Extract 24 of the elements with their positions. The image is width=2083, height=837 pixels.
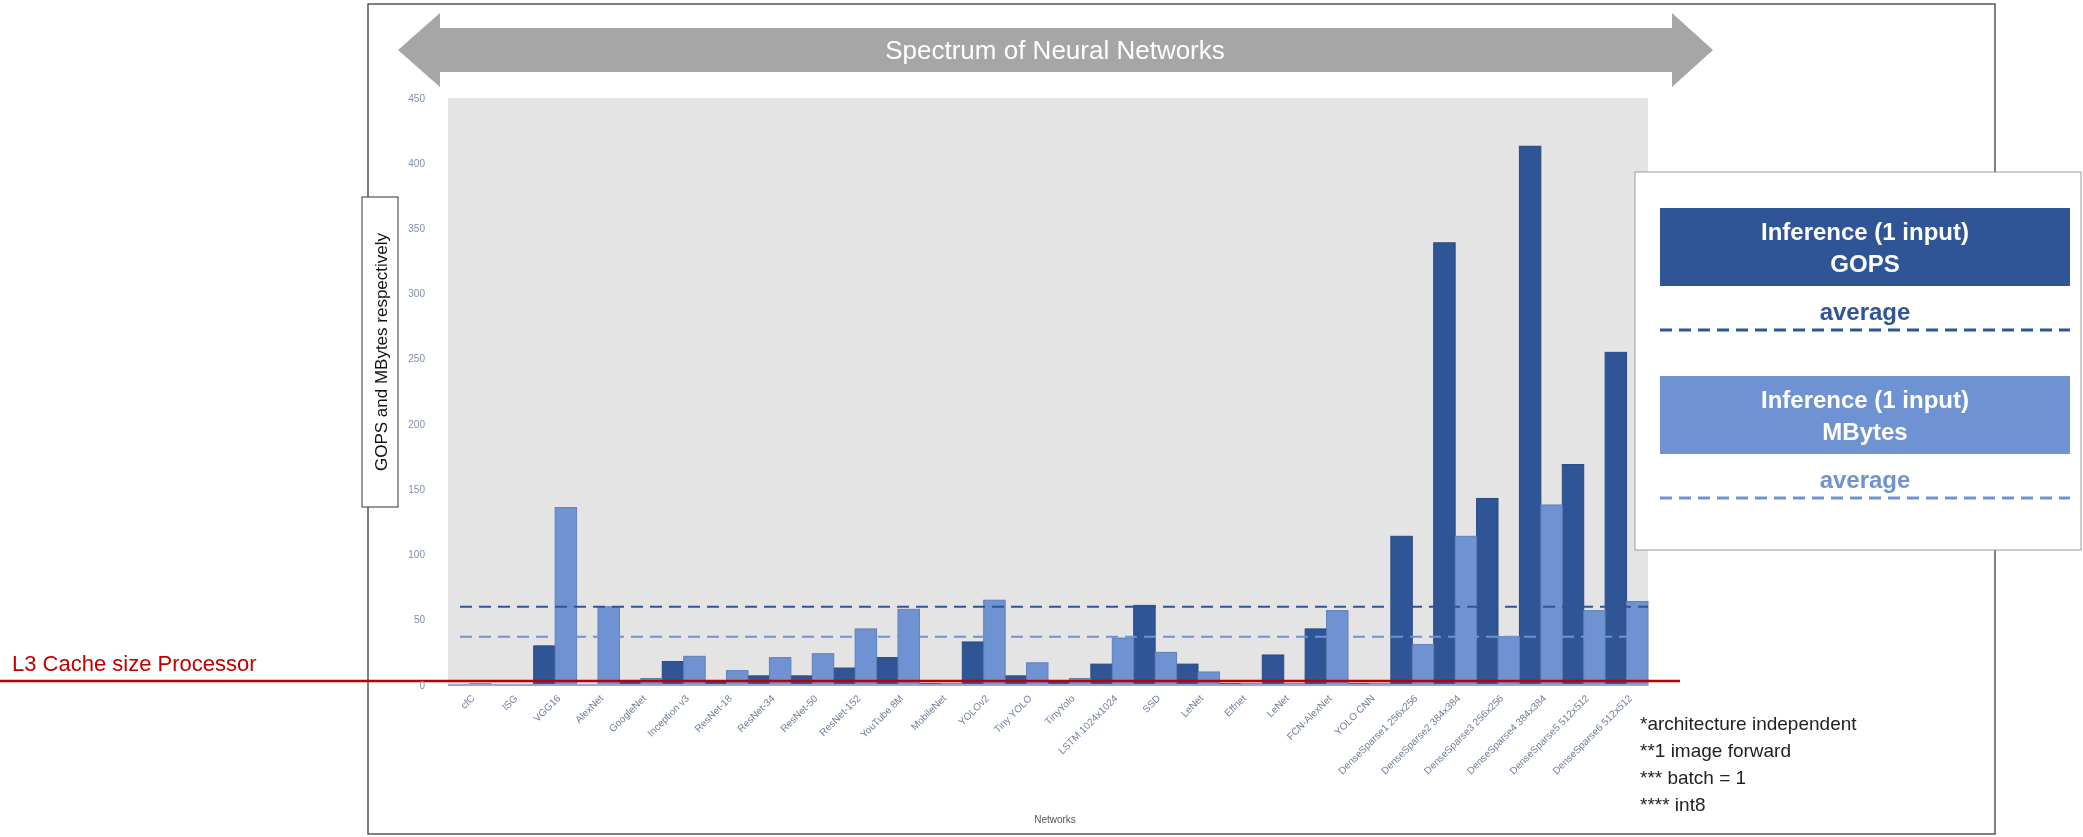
ref-line-label: average: [1819, 466, 1911, 493]
y-tick-label: 150: [408, 483, 426, 495]
text: *** batch = 1: [1640, 767, 1747, 788]
x-axis-title: Networks: [1034, 814, 1076, 825]
y-tick-label: 400: [408, 157, 426, 169]
y-tick-label: 250: [408, 353, 426, 365]
ref-line-label: average: [1819, 298, 1911, 325]
y-tick-label: 200: [408, 418, 426, 430]
x-tick-label: lSG: [500, 692, 520, 713]
text: Inference (1 input) MBytes: [1760, 386, 1970, 445]
y-tick-label: 100: [408, 549, 426, 561]
text: *architecture independent: [1640, 713, 1858, 734]
y-tick-label: 450: [408, 92, 426, 104]
y-tick-label: 0: [419, 679, 426, 691]
text: **** int8: [1640, 794, 1706, 815]
ref-line-label: L3 Cache size Processor: [12, 651, 257, 677]
chart-title: Spectrum of Neural Networks: [885, 35, 1225, 65]
y-tick-label: 50: [413, 614, 426, 626]
text: Inference (1 input) GOPS: [1760, 218, 1970, 277]
text: **1 image forward: [1640, 740, 1792, 761]
x-tick-label: cfC: [458, 692, 477, 712]
y-tick-label: 350: [408, 222, 426, 234]
y-axis-title: GOPS and MBytes respectively: [372, 232, 391, 472]
y-tick-label: 300: [408, 288, 426, 300]
